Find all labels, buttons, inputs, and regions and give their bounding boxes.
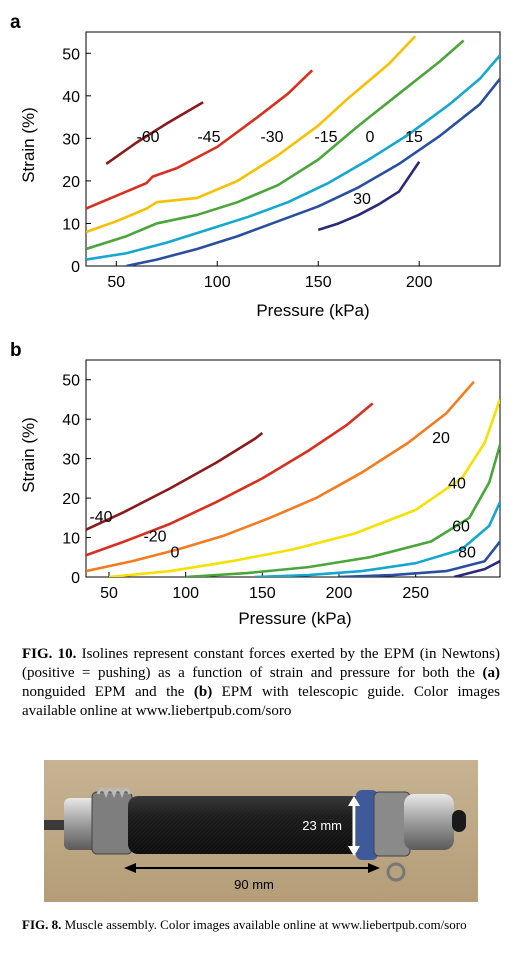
y-tick-label: 30	[62, 452, 80, 469]
x-tick-label: 100	[204, 274, 231, 291]
chart-a-svg: a 50 100 150 200 0 10 20 30 40 50 -60 -45 -30 -15 0 15 3…	[10, 12, 501, 320]
isoline-40	[185, 444, 500, 577]
x-tick-label: 150	[305, 274, 332, 291]
y-tick-label: 0	[71, 570, 80, 587]
right-end-cap	[452, 810, 466, 832]
isoline-label: -20	[143, 529, 166, 546]
y-tick-label: 50	[62, 373, 80, 390]
isoline-label: 0	[366, 129, 375, 146]
panel-letter-b: b	[10, 340, 22, 361]
panel-letter-a: a	[10, 12, 21, 33]
hose-clamp-screw	[386, 862, 406, 882]
length-dimension-label: 90 mm	[234, 877, 274, 892]
isoline-80	[338, 540, 500, 577]
chart-panel-a: a 50 100 150 200 0 10 20 30 40 50 -60 -45 -30 -15 0 15 3…	[0, 0, 513, 325]
isoline-label: 60	[452, 519, 470, 536]
x-axis-label-b: Pressure (kPa)	[238, 609, 351, 628]
isoline--60	[105, 101, 204, 165]
left-end-fitting	[64, 798, 100, 850]
fig10-caption-text-2: nonguided EPM and the	[22, 684, 194, 700]
x-tick-label: 200	[326, 585, 353, 602]
x-tick-label: 100	[172, 585, 199, 602]
isoline--40	[86, 431, 264, 531]
fig10-caption-bold-a: (a)	[482, 665, 501, 681]
isoline-0	[86, 380, 475, 573]
plot-frame	[85, 31, 501, 267]
x-tick-label: 50	[100, 585, 118, 602]
left-rod	[44, 820, 74, 830]
fig10-caption-text-3: EPM with telescopic guide. Color images …	[22, 684, 500, 719]
muscle-assembly-illustration: 23 mm 90 mm	[44, 760, 478, 902]
x-tick-label: 50	[107, 274, 125, 291]
y-tick-label: 20	[62, 174, 80, 191]
isoline--30	[86, 35, 417, 234]
fig10-caption-bold-b: (b)	[193, 684, 213, 700]
fig10-caption-text-1: Isolines represent constant forces exert…	[22, 646, 500, 681]
isoline--45	[86, 69, 314, 210]
fig8-caption-label: FIG. 8.	[22, 917, 62, 932]
figure-8-caption: FIG. 8. Muscle assembly. Color images av…	[22, 917, 500, 933]
isoline-label: -60	[136, 129, 159, 146]
x-axis-label-a: Pressure (kPa)	[256, 301, 369, 320]
x-tick-label: 250	[402, 585, 429, 602]
y-tick-label: 20	[62, 491, 80, 508]
isoline-30	[317, 161, 421, 232]
y-tick-label: 0	[71, 259, 80, 276]
plot-frame	[85, 359, 501, 578]
isoline-label: -15	[314, 129, 337, 146]
isoline-15	[126, 77, 500, 266]
isoline-100	[453, 560, 500, 577]
isoline-20	[108, 399, 500, 577]
isoline-label: 15	[405, 129, 423, 146]
x-tick-label: 200	[406, 274, 433, 291]
chart-b-svg: b 50 100 150 200 250 0 10 20 30 40 50 -40 -20 0 20 40 60…	[10, 340, 501, 628]
isoline-label: 0	[171, 544, 180, 561]
isoline-label: 30	[353, 191, 371, 208]
y-tick-label: 40	[62, 412, 80, 429]
y-tick-label: 10	[62, 216, 80, 233]
isoline-label: -45	[197, 129, 220, 146]
blue-band	[356, 790, 378, 860]
isoline-60	[254, 501, 500, 577]
height-dimension-label: 23 mm	[302, 818, 342, 833]
y-axis-label-a: Strain (%)	[19, 107, 38, 183]
chart-panel-b: b 50 100 150 200 250 0 10 20 30 40 50 -40 -20 0 20 40 60…	[0, 330, 513, 635]
isoline-0	[86, 54, 500, 261]
isoline-label: -40	[89, 509, 112, 526]
right-end-fitting	[404, 794, 454, 850]
isoline-label: 40	[448, 475, 466, 492]
isoline-label: 20	[432, 430, 450, 447]
isoline-label: 80	[458, 544, 476, 561]
left-clamp-spring	[96, 787, 132, 799]
y-tick-label: 50	[62, 46, 80, 63]
figure-10-caption: FIG. 10. Isolines represent constant for…	[22, 645, 500, 721]
isoline--15	[86, 39, 465, 251]
fig10-caption-label: FIG. 10.	[22, 646, 77, 662]
isoline--20	[86, 402, 374, 557]
y-tick-label: 40	[62, 89, 80, 106]
y-tick-label: 30	[62, 131, 80, 148]
y-tick-label: 10	[62, 531, 80, 548]
left-hose-clamp	[91, 791, 133, 855]
plot-area-b: 50 100 150 200 250 0 10 20 30 40 50 -40 -20 0 20 40 60 80	[62, 359, 501, 602]
x-tick-label: 150	[249, 585, 276, 602]
isoline-label: -30	[260, 129, 283, 146]
fig8-caption-text: Muscle assembly. Color images available …	[61, 917, 467, 932]
muscle-assembly-photo: 23 mm 90 mm	[44, 760, 478, 902]
plot-area-a: 50 100 150 200 0 10 20 30 40 50 -60 -45 -30 -15 0 15 30	[62, 31, 501, 291]
y-axis-label-b: Strain (%)	[19, 417, 38, 493]
